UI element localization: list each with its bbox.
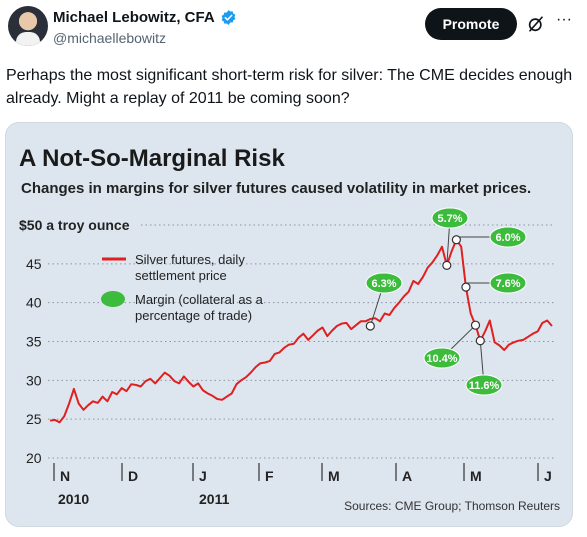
margin-badge [423, 347, 461, 369]
x-tick-label: A [402, 468, 412, 484]
x-tick-label: M [470, 468, 482, 484]
x-year-label: 2010 [58, 491, 89, 507]
y-tick-label: 25 [26, 411, 42, 427]
legend-label: Silver futures, daily [135, 252, 245, 267]
margin-badge-label: 7.6% [495, 278, 520, 290]
margin-badge [489, 272, 527, 294]
margin-badge-label: 5.7% [437, 213, 462, 225]
more-icon[interactable]: ··· [556, 11, 572, 28]
y-tick-label: 45 [26, 256, 42, 272]
margin-point [475, 336, 485, 346]
margin-leader-line [455, 236, 492, 240]
margin-badge-label: 11.6% [469, 380, 500, 392]
margin-point [442, 260, 452, 270]
legend-margin-swatch [101, 291, 125, 307]
chart-subtitle: Changes in margins for silver futures ca… [21, 180, 532, 197]
x-tick-label: F [265, 468, 274, 484]
x-year-label: 2011 [199, 491, 230, 507]
chart-title: A Not-So-Marginal Risk [19, 145, 285, 172]
x-tick-label: D [128, 468, 138, 484]
x-tick-label: J [544, 468, 552, 484]
chart-source: Sources: CME Group; Thomson Reuters [344, 499, 560, 513]
series-line [49, 238, 553, 424]
chart-plot: $50 a troy ounce 45 40 35 30 25 20 N D J F M A M J 2010… [19, 207, 554, 507]
margin-point [470, 320, 481, 330]
tweet-header: Michael Lebowitz, CFA @michaellebowitz P… [0, 0, 587, 60]
y-tick-label: 30 [26, 372, 42, 388]
legend-label: percentage of trade) [135, 308, 252, 323]
margin-badge [365, 272, 403, 294]
margin-point [365, 321, 375, 331]
y-tick-label: 20 [26, 450, 42, 466]
margin-badge [489, 226, 527, 248]
y-tick-label: 35 [26, 334, 42, 350]
legend-label: settlement price [135, 268, 227, 283]
x-tick-label: N [60, 468, 70, 484]
tweet-media-chart[interactable]: A Not-So-Marginal Risk Changes in margin… [5, 122, 573, 527]
margin-badge-label: 10.4% [426, 353, 457, 365]
margin-badge [431, 207, 469, 229]
author-handle[interactable]: @michaellebowitz [53, 30, 167, 46]
x-tick-label: J [199, 468, 207, 484]
author-name[interactable]: Michael Lebowitz, CFA [53, 9, 215, 26]
grok-icon[interactable] [527, 15, 545, 33]
avatar[interactable] [8, 6, 48, 46]
margin-badge-label: 6.0% [495, 232, 520, 244]
verified-badge-icon [221, 10, 236, 25]
margin-point [461, 282, 471, 292]
tweet-text: Perhaps the most significant short-term … [6, 67, 573, 107]
y-unit-label: $50 a troy ounce [19, 217, 130, 233]
promote-button[interactable]: Promote [425, 8, 517, 40]
x-tick-label: M [328, 468, 340, 484]
margin-badge-label: 6.3% [371, 278, 396, 290]
y-tick-label: 40 [26, 295, 42, 311]
margin-point [451, 235, 461, 245]
margin-badge [465, 374, 503, 396]
legend-label: Margin (collateral as a [135, 292, 264, 307]
